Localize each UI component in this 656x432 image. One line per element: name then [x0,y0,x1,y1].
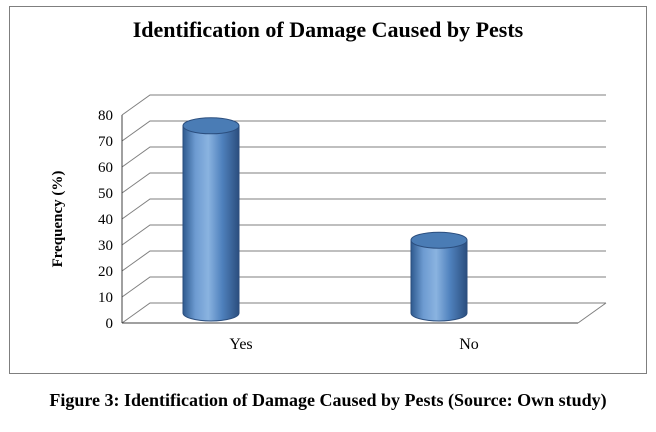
chart-title: Identification of Damage Caused by Pests [132,17,524,42]
bar-cylinder-body [182,125,240,322]
gridline [121,172,606,194]
chart-frame: Identification of Damage Caused by Pests… [9,6,647,374]
bar-cylinder-top [410,231,468,249]
gridline [121,94,606,116]
plot-area: 0 10 20 30 40 50 60 70 80 Frequency (%) Yes No [50,94,607,353]
y-tick-label: 40 [98,212,113,228]
y-tick-label: 60 [98,160,113,176]
gridline [121,120,606,142]
y-tick-label: 80 [98,108,113,124]
y-tick-label: 70 [98,134,113,150]
y-axis-title: Frequency (%) [50,171,66,268]
y-tick-label: 30 [98,238,113,254]
y-tick-label: 20 [98,264,113,280]
gridline [121,224,606,246]
bar-cylinder-body [410,239,468,322]
floor-right-edge [577,302,607,324]
y-tick-label: 0 [106,316,114,332]
category-label: Yes [229,336,252,353]
gridline [121,198,606,220]
y-tick-label: 10 [98,290,113,306]
category-label: No [459,336,479,353]
bar-cylinder-top [182,117,240,135]
gridline [121,146,606,168]
figure-caption: Figure 3: Identification of Damage Cause… [49,390,607,410]
y-tick-label: 50 [98,186,113,202]
